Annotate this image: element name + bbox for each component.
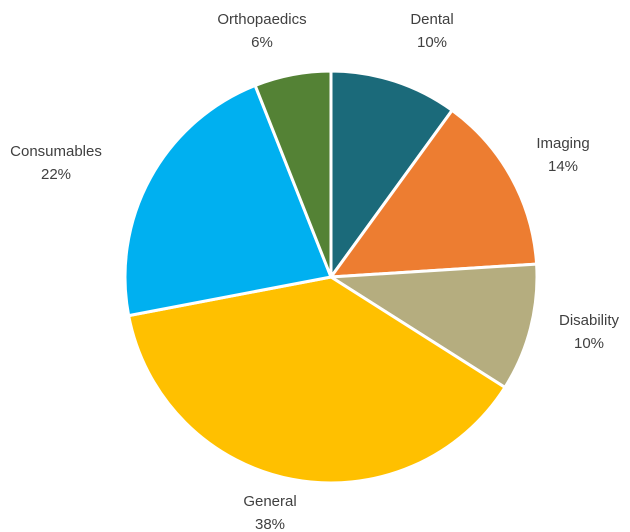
slice-label-consumables: Consumables [10, 143, 102, 160]
pie-slice-consumables [123, 83, 333, 318]
slice-value-general: 38% [255, 516, 285, 532]
pie-slice-disability [329, 262, 539, 389]
pie-slice-imaging [329, 108, 539, 279]
slice-value-orthopaedics: 6% [251, 34, 273, 51]
slice-label-orthopaedics: Orthopaedics [217, 11, 306, 28]
pie-slice-orthopaedics [253, 69, 333, 279]
slice-label-general: General [243, 493, 296, 510]
slice-value-dental: 10% [417, 34, 447, 51]
slice-label-dental: Dental [410, 11, 453, 28]
slice-value-disability: 10% [574, 335, 604, 352]
slice-label-disability: Disability [559, 312, 620, 329]
slice-value-consumables: 22% [41, 166, 71, 183]
slice-label-imaging: Imaging [536, 135, 589, 152]
pie-slice-general [127, 275, 507, 485]
slice-value-imaging: 14% [548, 158, 578, 175]
pie-slice-dental [329, 69, 454, 279]
